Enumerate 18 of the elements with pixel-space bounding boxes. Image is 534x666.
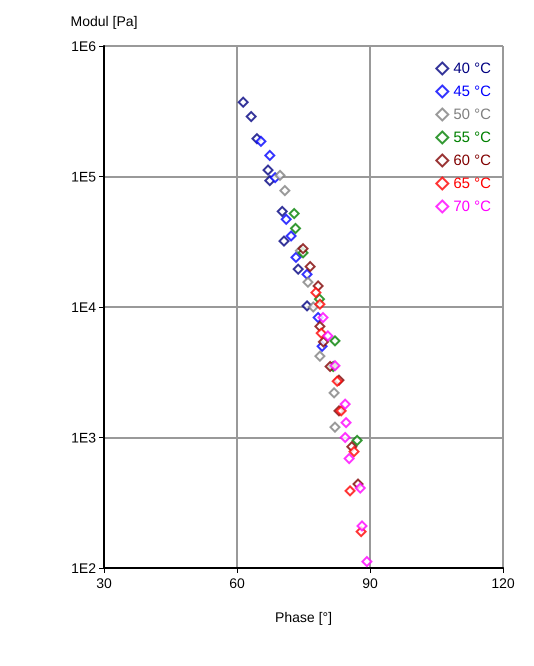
y-axis-title: Modul [Pa] bbox=[70, 13, 138, 29]
x-tick-label: 60 bbox=[229, 575, 245, 591]
x-axis-title: Phase [°] bbox=[275, 609, 332, 625]
x-tick-label: 30 bbox=[96, 575, 112, 591]
x-tick-label: 120 bbox=[491, 575, 515, 591]
y-tick-label: 1E2 bbox=[71, 560, 96, 576]
y-tick-label: 1E3 bbox=[71, 430, 96, 446]
y-tick-label: 1E5 bbox=[71, 168, 96, 184]
legend-label: 60 °C bbox=[453, 152, 492, 169]
legend-label: 55 °C bbox=[453, 129, 492, 146]
y-tick-label: 1E6 bbox=[71, 38, 96, 54]
legend-label: 70 °C bbox=[453, 198, 492, 215]
legend-label: 50 °C bbox=[453, 106, 492, 123]
y-tick-label: 1E4 bbox=[71, 299, 96, 315]
legend-label: 45 °C bbox=[453, 83, 492, 100]
x-tick-label: 90 bbox=[362, 575, 378, 591]
legend-label: 65 °C bbox=[453, 175, 492, 192]
legend-label: 40 °C bbox=[453, 60, 492, 77]
